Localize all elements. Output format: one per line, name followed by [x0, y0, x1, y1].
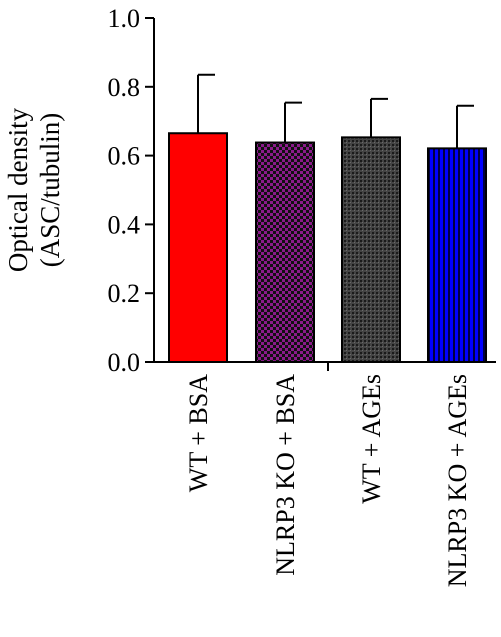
y-tick-label-2: 0.4 [108, 210, 141, 239]
bar-4 [427, 147, 487, 363]
y-axis-title: Optical density (ASC/tubulin) [3, 107, 65, 272]
bar-1 [168, 132, 228, 363]
bar-2 [255, 141, 315, 363]
bar-3 [341, 136, 401, 363]
y-tick-label-4: 0.8 [108, 73, 141, 102]
y-tick-label-0: 0.0 [108, 348, 141, 377]
x-tick-label-4: NLRP3 KO + AGEs [443, 374, 472, 587]
x-tick-label-3: WT + AGEs [357, 374, 386, 504]
y-tick-label-3: 0.6 [108, 142, 141, 171]
y-tick-label-1: 0.2 [108, 279, 141, 308]
x-tick-label-2: NLRP3 KO + BSA [271, 374, 300, 576]
y-tick-label-5: 1.0 [108, 4, 141, 33]
y-axis-title-line-2: (ASC/tubulin) [35, 113, 65, 268]
y-axis-title-line-1: Optical density [3, 107, 33, 272]
x-tick-label-1: WT + BSA [184, 374, 213, 492]
